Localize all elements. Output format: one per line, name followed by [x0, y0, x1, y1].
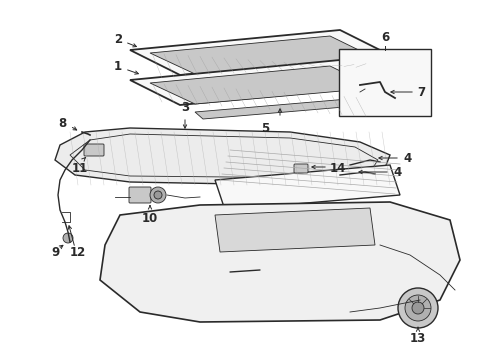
Circle shape	[412, 302, 424, 314]
Text: 4: 4	[403, 152, 411, 165]
Text: 3: 3	[181, 101, 189, 114]
Polygon shape	[195, 98, 368, 119]
Polygon shape	[130, 60, 390, 105]
Text: 1: 1	[114, 59, 122, 72]
Polygon shape	[150, 66, 375, 104]
Text: 12: 12	[70, 246, 86, 258]
Text: 8: 8	[58, 117, 66, 130]
Polygon shape	[130, 30, 390, 75]
Circle shape	[405, 295, 431, 321]
Text: 6: 6	[381, 31, 389, 44]
Text: 11: 11	[72, 162, 88, 175]
Polygon shape	[55, 128, 390, 185]
Circle shape	[150, 187, 166, 203]
FancyBboxPatch shape	[84, 144, 104, 156]
Text: 10: 10	[142, 212, 158, 225]
Text: 14: 14	[330, 162, 346, 175]
Polygon shape	[150, 36, 375, 74]
Circle shape	[63, 233, 73, 243]
Text: 5: 5	[261, 122, 269, 135]
Text: 7: 7	[417, 86, 425, 99]
FancyBboxPatch shape	[294, 164, 308, 173]
Circle shape	[154, 191, 162, 199]
FancyBboxPatch shape	[129, 187, 151, 203]
FancyBboxPatch shape	[339, 49, 431, 116]
Polygon shape	[215, 165, 400, 210]
Text: 13: 13	[410, 332, 426, 345]
Text: 4: 4	[393, 166, 401, 179]
Text: 9: 9	[51, 246, 59, 258]
Polygon shape	[215, 208, 375, 252]
Text: 2: 2	[114, 32, 122, 45]
Circle shape	[398, 288, 438, 328]
Polygon shape	[100, 202, 460, 322]
